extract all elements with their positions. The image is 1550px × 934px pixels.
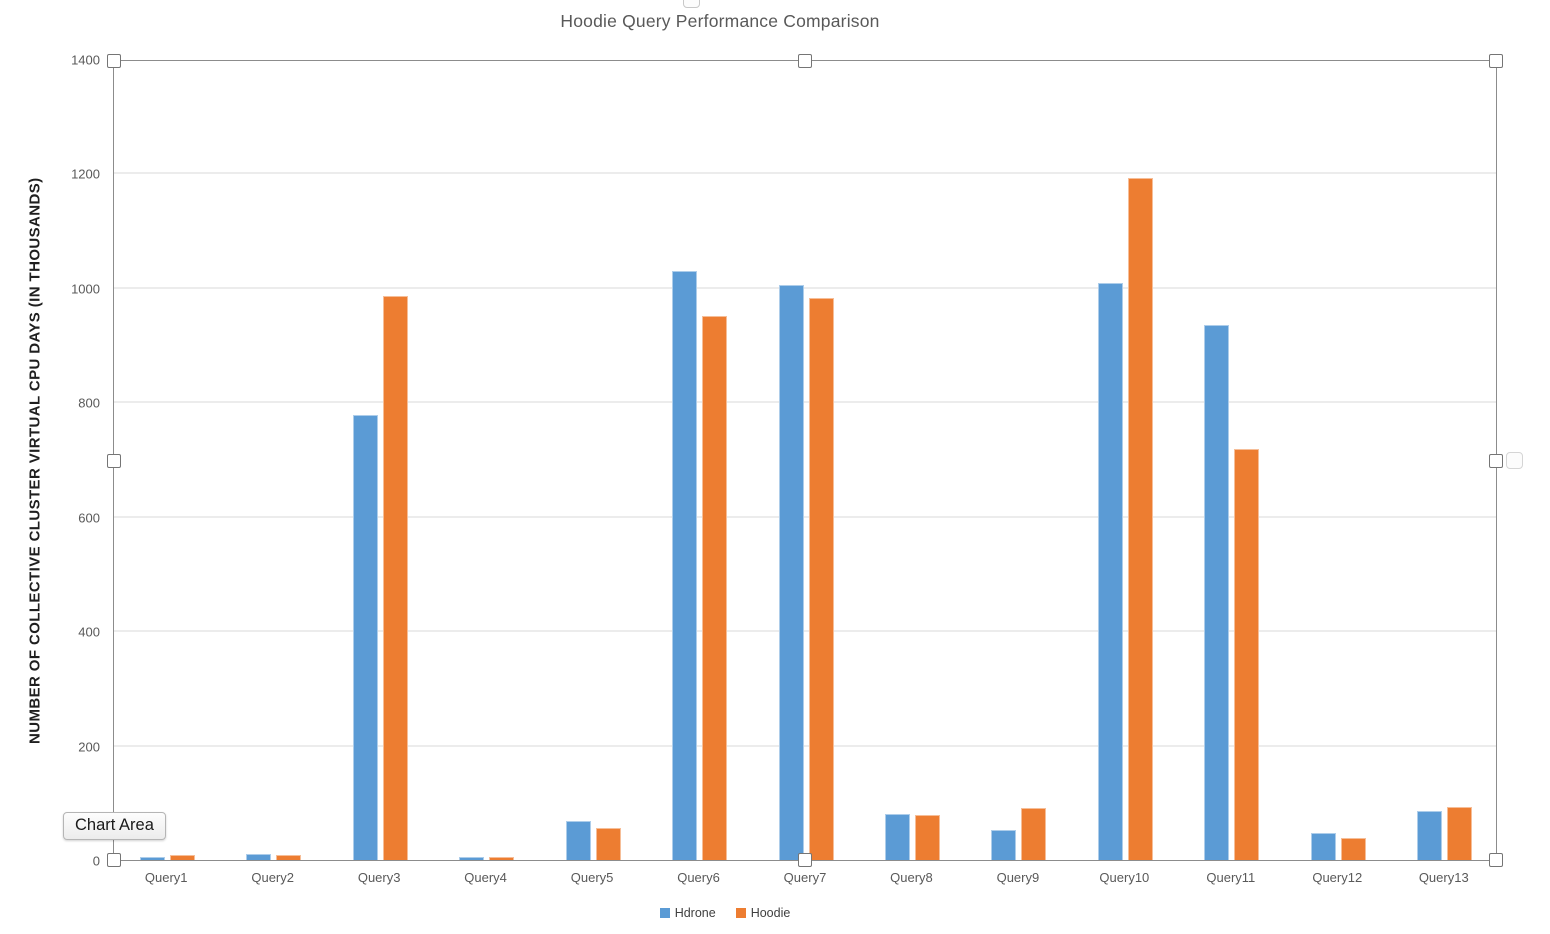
selection-handle-middle-right[interactable] [1489,453,1503,468]
legend-swatch-hdrone [659,908,670,918]
selection-handle-top-center[interactable] [798,54,812,68]
chart-title[interactable]: Hoodie Query Performance Comparison [560,11,880,31]
gridline-400 [114,630,1496,632]
x-tick-label-query13[interactable]: Query13 [1418,870,1469,885]
bar-hdrone-query6[interactable] [672,270,698,860]
bars [114,61,1496,860]
x-tick-label-query10[interactable]: Query10 [1099,870,1150,885]
bar-hoodie-query1[interactable] [169,854,195,860]
bar-hdrone-query13[interactable] [1417,811,1443,860]
x-tick-label-query1[interactable]: Query1 [144,870,188,885]
selection-handle-bottom-right[interactable] [1489,853,1503,867]
bar-hoodie-query12[interactable] [1340,838,1366,860]
bar-hoodie-query11[interactable] [1234,449,1260,860]
x-tick-label-query6[interactable]: Query6 [677,870,720,885]
bar-hdrone-query5[interactable] [565,821,591,860]
bar-hoodie-query4[interactable] [489,856,515,860]
bar-hoodie-query3[interactable] [382,296,408,860]
x-tick-label-query4[interactable]: Query4 [464,870,507,885]
bar-hdrone-query9[interactable] [991,830,1017,860]
y-tick-label-0[interactable]: 0 [92,853,100,869]
x-tick-label-query8[interactable]: Query8 [890,870,933,885]
bar-hoodie-query13[interactable] [1447,806,1473,860]
bar-hoodie-query10[interactable] [1127,178,1153,860]
legend-item-hoodie[interactable]: Hoodie [735,906,791,920]
y-axis[interactable]: 0 200 400 600 800 1000 1200 1400 [0,53,100,869]
plot-area[interactable] [107,54,1503,867]
y-tick-label-200[interactable]: 200 [78,739,100,755]
bar-hdrone-query1[interactable] [139,857,165,860]
bar-hoodie-query9[interactable] [1021,807,1047,860]
bar-hdrone-query12[interactable] [1310,833,1336,860]
legend-label-hoodie: Hoodie [750,906,791,920]
y-tick-label-800[interactable]: 800 [78,395,100,411]
x-tick-label-query12[interactable]: Query12 [1312,870,1363,885]
gridline-1200 [114,172,1496,174]
bar-hdrone-query7[interactable] [778,285,804,860]
bar-hoodie-query5[interactable] [595,827,621,860]
selection-handle-top-right[interactable] [1489,54,1503,68]
legend-item-hdrone[interactable]: Hdrone [659,906,716,920]
x-tick-label-query3[interactable]: Query3 [357,870,401,885]
bar-hoodie-query7[interactable] [808,297,834,860]
bar-hoodie-query6[interactable] [702,316,728,860]
y-tick-label-1000[interactable]: 1000 [71,281,100,297]
chart-frame-handle-right[interactable] [1506,452,1523,469]
x-axis[interactable]: Query1 Query2 Query3 Query4 Query5 Query6 Quer… [113,870,1497,888]
x-tick-label-query11[interactable]: Query11 [1206,870,1256,885]
x-tick-label-query5[interactable]: Query5 [570,870,614,885]
bar-hdrone-query11[interactable] [1204,325,1230,860]
gridline-1000 [114,287,1496,289]
legend-swatch-hoodie [735,908,746,918]
gridline-200 [114,745,1496,747]
bar-hoodie-query2[interactable] [276,854,302,860]
gridline-600 [114,516,1496,518]
bar-hoodie-query8[interactable] [914,814,940,860]
x-tick-label-query7[interactable]: Query7 [783,870,827,885]
y-tick-label-1200[interactable]: 1200 [71,166,100,182]
bar-hdrone-query2[interactable] [246,854,272,860]
y-tick-label-600[interactable]: 600 [78,510,100,526]
bar-hdrone-query3[interactable] [352,414,378,860]
selection-handle-bottom-center[interactable] [798,853,812,867]
x-tick-label-query2[interactable]: Query2 [251,870,294,885]
chart-area-tooltip: Chart Area [63,812,166,840]
gridline-800 [114,401,1496,403]
selection-handle-bottom-left[interactable] [107,853,121,867]
selection-handle-top-left[interactable] [107,54,121,68]
x-tick-label-query9[interactable]: Query9 [996,870,1040,885]
bar-hdrone-query10[interactable] [1097,283,1123,860]
bar-hdrone-query8[interactable] [884,814,910,860]
legend[interactable]: Hdrone Hoodie [0,903,1450,923]
y-tick-label-400[interactable]: 400 [78,624,100,640]
selection-handle-middle-left[interactable] [107,453,121,468]
y-tick-label-1400[interactable]: 1400 [71,52,100,68]
bar-hdrone-query4[interactable] [459,857,485,860]
legend-label-hdrone: Hdrone [674,906,716,920]
chart-frame-handle-top[interactable] [683,0,700,8]
